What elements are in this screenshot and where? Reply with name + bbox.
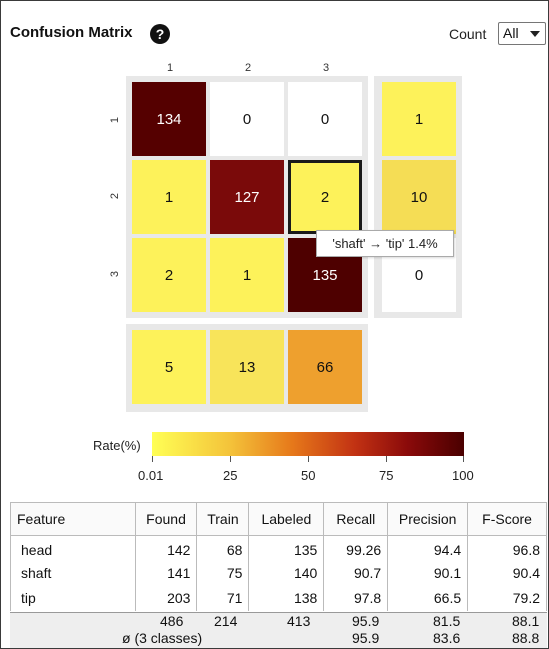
cell-feature: tip bbox=[10, 585, 136, 611]
matrix-cell-1-2[interactable]: 0 bbox=[210, 82, 284, 156]
legend-tick-label: 75 bbox=[379, 468, 394, 483]
cell-train: 68 bbox=[196, 535, 250, 561]
cell-train: 75 bbox=[196, 560, 250, 586]
help-icon[interactable]: ? bbox=[150, 24, 170, 44]
matrix-cell-3-1[interactable]: 2 bbox=[132, 238, 206, 312]
count-select-value: All bbox=[503, 25, 519, 41]
average-label: ø (3 classes) bbox=[122, 630, 203, 646]
cell-recall: 99.26 bbox=[323, 535, 389, 561]
matrix-cell-2-2[interactable]: 127 bbox=[210, 160, 284, 234]
cell-value: 1 bbox=[242, 266, 252, 284]
average-precision: 83.6 bbox=[433, 630, 461, 646]
matrix-cell-1-3[interactable]: 0 bbox=[288, 82, 362, 156]
cell-feature: shaft bbox=[10, 560, 136, 586]
column-header-3: 3 bbox=[322, 62, 330, 74]
column-header-1: 1 bbox=[166, 62, 174, 74]
cell-value: 127 bbox=[234, 188, 260, 206]
legend-tick-mark bbox=[463, 456, 464, 462]
total-recall: 95.9 bbox=[352, 613, 380, 629]
cell-fscore: 90.4 bbox=[467, 560, 547, 586]
column-header-labeled[interactable]: Labeled bbox=[248, 502, 325, 536]
total-train: 214 bbox=[214, 613, 238, 629]
cell-value: 135 bbox=[312, 266, 338, 284]
cell-value: 2 bbox=[320, 188, 330, 206]
column-header-train[interactable]: Train bbox=[196, 502, 250, 536]
column-header-fscore[interactable]: F-Score bbox=[467, 502, 547, 536]
cell-recall: 97.8 bbox=[323, 585, 389, 611]
legend-tick-mark bbox=[308, 456, 309, 462]
cell-train: 71 bbox=[196, 585, 250, 611]
table-row[interactable]: head 142 68 135 99.26 94.4 96.8 bbox=[10, 535, 547, 561]
cell-fscore: 96.8 bbox=[467, 535, 547, 561]
panel-title: Confusion Matrix bbox=[10, 24, 133, 41]
cell-found: 142 bbox=[134, 535, 198, 561]
count-label: Count bbox=[449, 26, 487, 42]
legend-tick-label: 50 bbox=[301, 468, 316, 483]
cell-precision: 94.4 bbox=[387, 535, 469, 561]
cell-value: 1 bbox=[414, 110, 424, 128]
column-total-3[interactable]: 66 bbox=[288, 330, 362, 404]
cell-value: 13 bbox=[238, 358, 256, 376]
cell-value: 10 bbox=[410, 188, 428, 206]
row-total-2[interactable]: 10 bbox=[382, 160, 456, 234]
table-row[interactable]: shaft 141 75 140 90.7 90.1 90.4 bbox=[10, 560, 547, 586]
chevron-down-icon bbox=[530, 31, 540, 37]
cell-value: 134 bbox=[156, 110, 182, 128]
cell-recall: 90.7 bbox=[323, 560, 389, 586]
cell-tooltip: 'shaft' → 'tip' 1.4% bbox=[316, 230, 454, 257]
legend-tick-label: 0.01 bbox=[138, 468, 164, 483]
legend-tick-mark bbox=[386, 456, 387, 462]
legend-tick-mark bbox=[230, 456, 231, 462]
cell-found: 141 bbox=[134, 560, 198, 586]
cell-labeled: 140 bbox=[248, 560, 325, 586]
legend-tick-mark bbox=[152, 456, 153, 462]
table-totals: 486 214 413 95.9 81.5 88.1 ø (3 classes)… bbox=[10, 612, 547, 648]
count-select[interactable]: All bbox=[498, 22, 546, 45]
table-header-row: Feature Found Train Labeled Recall Preci… bbox=[10, 502, 547, 536]
cell-found: 203 bbox=[134, 585, 198, 611]
column-header-recall[interactable]: Recall bbox=[323, 502, 389, 536]
row-header-1: 1 bbox=[109, 116, 121, 124]
stats-table: Feature Found Train Labeled Recall Preci… bbox=[10, 502, 547, 611]
total-found: 486 bbox=[160, 613, 184, 629]
cell-value: 1 bbox=[164, 188, 174, 206]
matrix-cell-1-1[interactable]: 134 bbox=[132, 82, 206, 156]
cell-value: 0 bbox=[414, 266, 424, 284]
cell-precision: 66.5 bbox=[387, 585, 469, 611]
cell-value: 66 bbox=[316, 358, 334, 376]
cell-value: 5 bbox=[164, 358, 174, 376]
matrix-cell-3-2[interactable]: 1 bbox=[210, 238, 284, 312]
cell-labeled: 135 bbox=[248, 535, 325, 561]
average-fscore: 88.8 bbox=[512, 630, 540, 646]
column-header-2: 2 bbox=[244, 62, 252, 74]
cell-fscore: 79.2 bbox=[467, 585, 547, 611]
cell-value: 0 bbox=[242, 110, 252, 128]
table-row[interactable]: tip 203 71 138 97.8 66.5 79.2 bbox=[10, 585, 547, 611]
total-fscore: 88.1 bbox=[512, 613, 540, 629]
row-header-2: 2 bbox=[109, 192, 121, 200]
cell-value: 2 bbox=[164, 266, 174, 284]
matrix-cell-2-1[interactable]: 1 bbox=[132, 160, 206, 234]
column-total-2[interactable]: 13 bbox=[210, 330, 284, 404]
color-scale-bar bbox=[152, 432, 464, 456]
matrix-cell-2-3[interactable]: 2 bbox=[288, 160, 362, 234]
column-header-found[interactable]: Found bbox=[134, 502, 198, 536]
cell-feature: head bbox=[10, 535, 136, 561]
row-total-1[interactable]: 1 bbox=[382, 82, 456, 156]
row-header-3: 3 bbox=[109, 270, 121, 278]
column-header-feature[interactable]: Feature bbox=[10, 502, 136, 536]
cell-labeled: 138 bbox=[248, 585, 325, 611]
legend-tick-label: 25 bbox=[223, 468, 238, 483]
total-labeled: 413 bbox=[287, 613, 311, 629]
legend-label: Rate(%) bbox=[93, 438, 141, 453]
average-recall: 95.9 bbox=[352, 630, 380, 646]
legend-tick-label: 100 bbox=[452, 468, 474, 483]
total-precision: 81.5 bbox=[433, 613, 461, 629]
column-total-1[interactable]: 5 bbox=[132, 330, 206, 404]
column-header-precision[interactable]: Precision bbox=[387, 502, 469, 536]
cell-precision: 90.1 bbox=[387, 560, 469, 586]
cell-value: 0 bbox=[320, 110, 330, 128]
